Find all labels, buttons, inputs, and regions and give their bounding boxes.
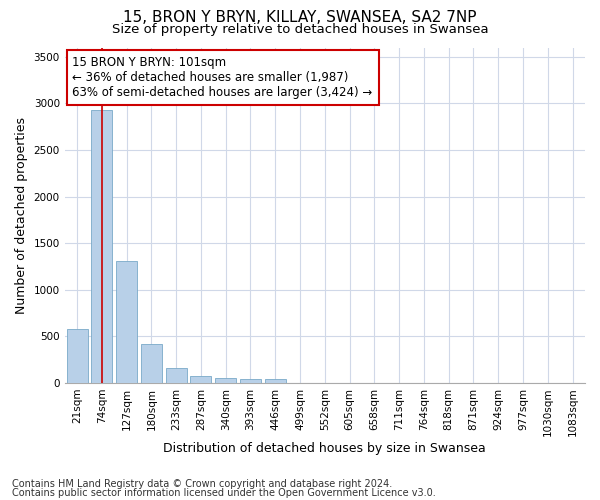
Bar [67,330,88,383]
Bar [215,378,236,383]
Bar [190,376,211,383]
Bar [116,261,137,383]
Text: Contains public sector information licensed under the Open Government Licence v3: Contains public sector information licen… [12,488,436,498]
Text: Size of property relative to detached houses in Swansea: Size of property relative to detached ho… [112,22,488,36]
Text: 15 BRON Y BRYN: 101sqm
← 36% of detached houses are smaller (1,987)
63% of semi-: 15 BRON Y BRYN: 101sqm ← 36% of detached… [73,56,373,99]
Bar [240,379,261,383]
Y-axis label: Number of detached properties: Number of detached properties [15,116,28,314]
Text: 15, BRON Y BRYN, KILLAY, SWANSEA, SA2 7NP: 15, BRON Y BRYN, KILLAY, SWANSEA, SA2 7N… [123,10,477,25]
Bar [166,368,187,383]
X-axis label: Distribution of detached houses by size in Swansea: Distribution of detached houses by size … [163,442,486,455]
Bar [141,344,162,383]
Bar [265,379,286,383]
Text: Contains HM Land Registry data © Crown copyright and database right 2024.: Contains HM Land Registry data © Crown c… [12,479,392,489]
Bar [91,110,112,383]
